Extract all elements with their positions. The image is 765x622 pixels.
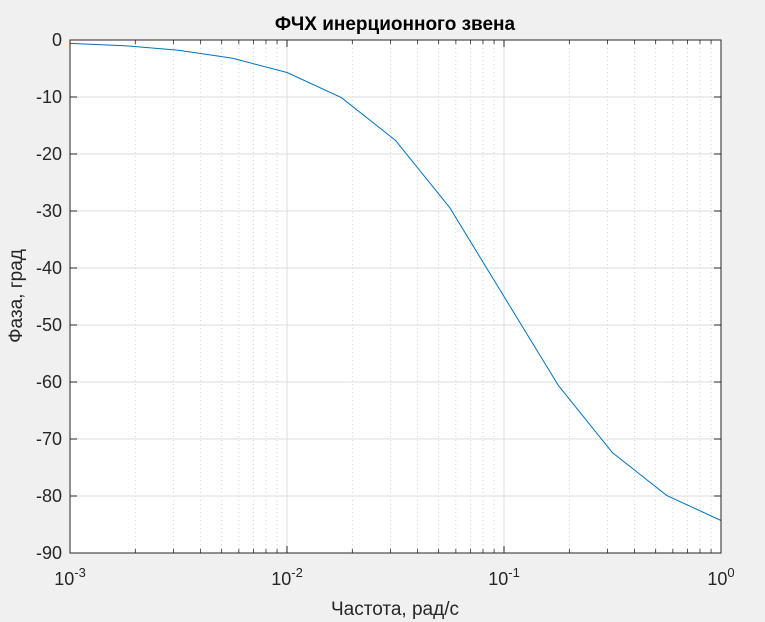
y-tick-label: -20 <box>36 144 62 164</box>
y-tick-label: -60 <box>36 372 62 392</box>
minor-grid <box>134 40 712 553</box>
y-tick-label: -90 <box>36 543 62 563</box>
x-axis-label: Частота, рад/с <box>331 599 459 620</box>
y-tick-label: -30 <box>36 201 62 221</box>
x-tick-label: 10-2 <box>271 565 303 589</box>
chart-title: ФЧХ инерционного звена <box>275 14 516 35</box>
y-axis-label: Фаза, град <box>6 249 27 343</box>
y-tick-label: -70 <box>36 429 62 449</box>
y-tick-labels: 0 -10 -20 -30 -40 -50 -60 -70 -80 -90 <box>36 30 62 563</box>
y-tick-label: -50 <box>36 315 62 335</box>
axis-ticks <box>69 39 722 554</box>
y-tick-label: -80 <box>36 486 62 506</box>
y-tick-label: 0 <box>52 30 62 50</box>
x-tick-label: 10-1 <box>488 565 520 589</box>
y-tick-label: -40 <box>36 258 62 278</box>
y-tick-label: -10 <box>36 87 62 107</box>
phase-curve <box>69 42 722 521</box>
x-tick-label: 100 <box>707 565 734 589</box>
x-tick-label: 10-3 <box>54 565 86 589</box>
plot-frame <box>69 39 722 554</box>
plot-area <box>70 40 721 553</box>
x-tick-labels: 10-3 10-2 10-1 100 <box>54 565 734 589</box>
